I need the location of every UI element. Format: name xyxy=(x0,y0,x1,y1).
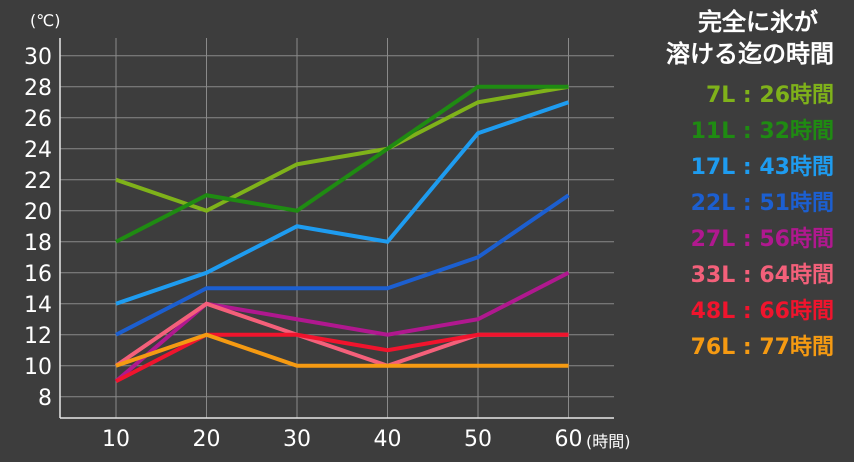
legend: 完全に氷が 溶ける迄の時間 7L : 26時間 11L : 32時間 17L : 4… xyxy=(666,8,834,360)
legend-title-line-2: 溶ける迄の時間 xyxy=(666,40,834,68)
y-tick-labels: 8 10 12 14 16 18 20 22 24 26 28 30 xyxy=(24,45,52,411)
legend-entry: 22L : 51時間 xyxy=(691,191,834,216)
y-tick-label: 30 xyxy=(24,45,52,70)
y-tick-label: 28 xyxy=(24,76,52,101)
y-tick-label: 18 xyxy=(24,231,52,256)
y-tick-label: 20 xyxy=(24,200,52,225)
x-unit-label: (時間) xyxy=(586,432,631,451)
series-line xyxy=(114,270,570,383)
y-tick-label: 24 xyxy=(24,138,52,163)
x-tick-label: 50 xyxy=(464,427,492,452)
y-tick-label: 14 xyxy=(24,293,52,318)
y-tick-label: 26 xyxy=(24,107,52,132)
y-tick-label: 22 xyxy=(24,169,52,194)
series-line xyxy=(115,100,570,306)
legend-entry: 11L : 32時間 xyxy=(691,119,834,144)
series-line xyxy=(115,193,570,337)
series-line xyxy=(115,84,569,244)
x-tick-label: 60 xyxy=(555,427,583,452)
series-line xyxy=(115,84,569,213)
x-tick-label: 20 xyxy=(193,427,221,452)
y-tick-label: 16 xyxy=(24,262,52,287)
legend-entry: 33L : 64時間 xyxy=(691,263,834,288)
axes xyxy=(59,38,614,419)
legend-entry: 27L : 56時間 xyxy=(691,227,834,252)
y-tick-label: 8 xyxy=(38,386,52,411)
legend-entries: 7L : 26時間 11L : 32時間 17L : 43時間 22L : 51時間 2… xyxy=(691,83,834,360)
legend-entry: 17L : 43時間 xyxy=(691,155,834,180)
x-tick-label: 30 xyxy=(283,427,311,452)
y-tick-label: 12 xyxy=(24,324,52,349)
x-tick-label: 40 xyxy=(374,427,402,452)
x-tick-labels: 10 20 30 40 50 60 xyxy=(102,427,583,452)
y-unit-label: (℃) xyxy=(30,11,60,30)
legend-entry: 76L : 77時間 xyxy=(691,335,834,360)
series-line xyxy=(115,332,569,368)
legend-title-line-1: 完全に氷が xyxy=(698,8,818,36)
legend-entry: 48L : 66時間 xyxy=(691,299,834,324)
series-lines xyxy=(114,84,570,384)
x-tick-label: 10 xyxy=(102,427,130,452)
series-line xyxy=(115,332,569,384)
grid-lines xyxy=(60,38,614,418)
y-tick-label: 10 xyxy=(24,355,52,380)
legend-entry: 7L : 26時間 xyxy=(706,83,834,108)
